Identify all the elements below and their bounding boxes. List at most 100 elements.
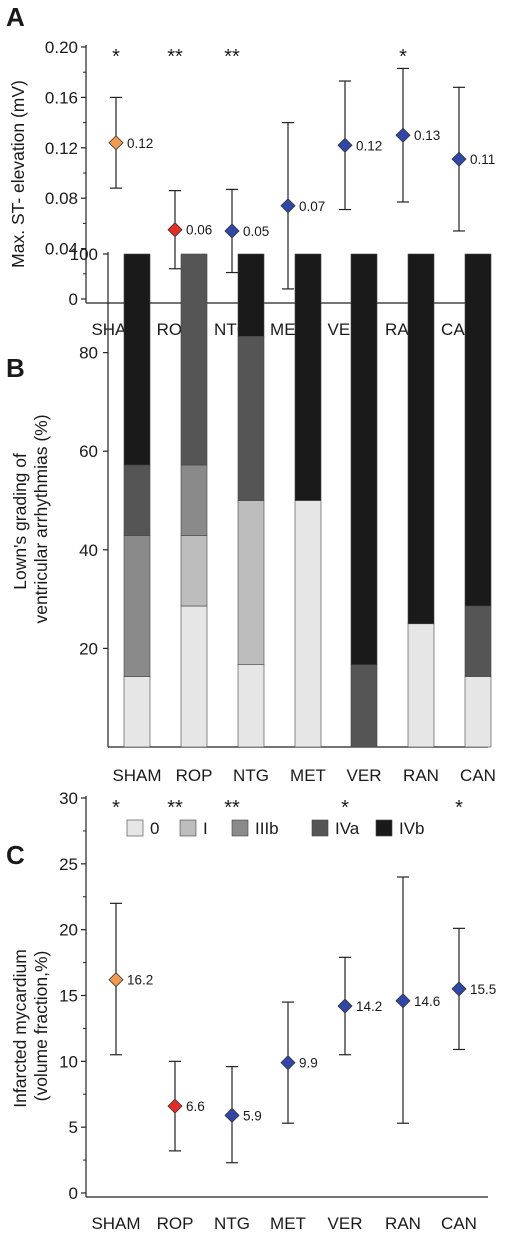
y-tick-label: 0.08	[45, 189, 78, 208]
data-label: 5.9	[243, 1108, 262, 1123]
x-tick-label: VER	[328, 1214, 363, 1233]
data-point-marker	[224, 223, 240, 239]
data-label: 0.05	[243, 224, 269, 239]
x-tick-label: MET	[290, 766, 326, 785]
bar-segment-i	[237, 500, 265, 665]
x-tick-label: NTG	[233, 766, 269, 785]
bar-segment-iiib	[180, 464, 208, 536]
x-tick-label: VER	[347, 766, 382, 785]
bar-segment-ivb	[237, 253, 265, 337]
legend-swatch	[311, 819, 329, 837]
panel-a-y-axis-label: Max. ST- elevation (mV)	[8, 80, 28, 268]
y-tick-label: 40	[79, 541, 98, 560]
data-label: 0.12	[127, 136, 153, 151]
bar-segment-iva	[180, 253, 208, 466]
data-point-marker	[108, 972, 124, 988]
y-tick-label: 0.04	[45, 240, 78, 259]
panel-b-y-axis-label: Lown's grading of ventricular arrhythmia…	[10, 414, 51, 623]
data-point-marker	[280, 1055, 296, 1071]
data-label: 0.07	[299, 199, 325, 214]
y-tick-label: 30	[59, 789, 78, 808]
bar-segment-0	[123, 676, 151, 748]
bar-segment-0	[237, 664, 265, 748]
panel-c-y-axis-label-line-1: Infarcted mycardium	[10, 949, 30, 1108]
x-tick-label: SHAM	[91, 1214, 140, 1233]
bar-segment-iva	[123, 464, 151, 536]
panel-c: C Infarcted mycardium (volume fraction,%…	[6, 789, 496, 1233]
data-point-marker	[451, 981, 467, 997]
data-label: 14.6	[414, 994, 440, 1009]
legend-swatch	[126, 819, 144, 837]
legend-label: IVa	[335, 819, 360, 838]
data-point-marker	[395, 127, 411, 143]
data-point-marker	[337, 998, 353, 1014]
significance-marker: *	[341, 797, 349, 819]
panel-c-y-axis-label-line-2: (volume fraction,%)	[31, 951, 51, 1102]
legend-label: IIIb	[255, 819, 279, 838]
data-label: 0.13	[414, 128, 440, 143]
legend-label: IVb	[399, 819, 425, 838]
x-tick-label: ROP	[176, 766, 213, 785]
y-tick-label: 0	[69, 1184, 78, 1203]
data-point-marker	[451, 151, 467, 167]
bar-segment-ivb	[464, 253, 492, 607]
panel-b-letter: B	[6, 353, 25, 383]
y-tick-label: 80	[79, 344, 98, 363]
data-point-marker	[337, 137, 353, 153]
significance-marker: *	[112, 797, 120, 819]
y-tick-label: 15	[59, 987, 78, 1006]
data-point-marker	[224, 1107, 240, 1123]
bar-segment-i	[180, 535, 208, 607]
panel-c-plot: 05101520253016.2SHAM*6.6ROP**5.9NTG**9.9…	[59, 789, 496, 1233]
y-tick-label: 25	[59, 855, 78, 874]
x-tick-label: MET	[270, 1214, 306, 1233]
y-tick-label: 0	[69, 290, 78, 309]
x-tick-label: RAN	[385, 1214, 421, 1233]
data-label: 9.9	[299, 1056, 318, 1071]
y-tick-label: 10	[59, 1052, 78, 1071]
data-point-marker	[167, 222, 183, 238]
y-tick-label: 60	[79, 442, 98, 461]
bar-segment-iva	[464, 605, 492, 677]
y-tick-label: 0.12	[45, 139, 78, 158]
x-tick-label: ROP	[157, 1214, 194, 1233]
bar-segment-0	[180, 605, 208, 748]
panel-b: B Lown's grading of ventricular arrhythm…	[6, 245, 496, 838]
y-tick-label: 0.16	[45, 88, 78, 107]
panel-a-letter: A	[6, 2, 25, 32]
data-label: 6.6	[186, 1099, 205, 1114]
panel-b-y-axis-label-line-2: ventricular arrhythmias (%)	[31, 414, 51, 623]
bar-segment-0	[407, 623, 435, 748]
legend-swatch	[375, 819, 393, 837]
legend-label: I	[203, 819, 208, 838]
bar-segment-iiib	[123, 535, 151, 677]
bar-segment-ivb	[123, 253, 151, 466]
data-label: 15.5	[470, 982, 496, 997]
bar-segment-ivb	[294, 253, 322, 501]
y-tick-label: 20	[79, 639, 98, 658]
data-point-marker	[108, 135, 124, 151]
bar-segment-iva	[350, 664, 378, 748]
data-point-marker	[280, 198, 296, 214]
x-tick-label: RAN	[403, 766, 439, 785]
data-point-marker	[167, 1098, 183, 1114]
panel-b-legend: 0 I IIIb IVa IVb	[126, 819, 425, 838]
legend-swatch	[231, 819, 249, 837]
legend-label: 0	[150, 819, 159, 838]
panel-b-plot: 20 40 60 80 100 SHAM ROP NTG MET VER RAN CAN	[70, 245, 496, 785]
bar-segment-iva	[237, 336, 265, 501]
x-tick-label: SHAM	[112, 766, 161, 785]
panel-c-y-axis-label: Infarcted mycardium (volume fraction,%)	[10, 944, 51, 1107]
legend-swatch	[179, 819, 197, 837]
significance-marker: **	[224, 797, 240, 819]
bar-segment-0	[464, 676, 492, 748]
significance-marker: **	[167, 46, 183, 68]
data-label: 16.2	[127, 973, 153, 988]
bar-segment-ivb	[407, 253, 435, 625]
x-tick-label: CAN	[460, 766, 496, 785]
panel-b-y-axis-label-line-1: Lown's grading of	[10, 453, 30, 590]
bar-segment-0	[294, 500, 322, 748]
significance-marker: *	[399, 46, 407, 68]
data-label: 0.06	[186, 223, 212, 238]
